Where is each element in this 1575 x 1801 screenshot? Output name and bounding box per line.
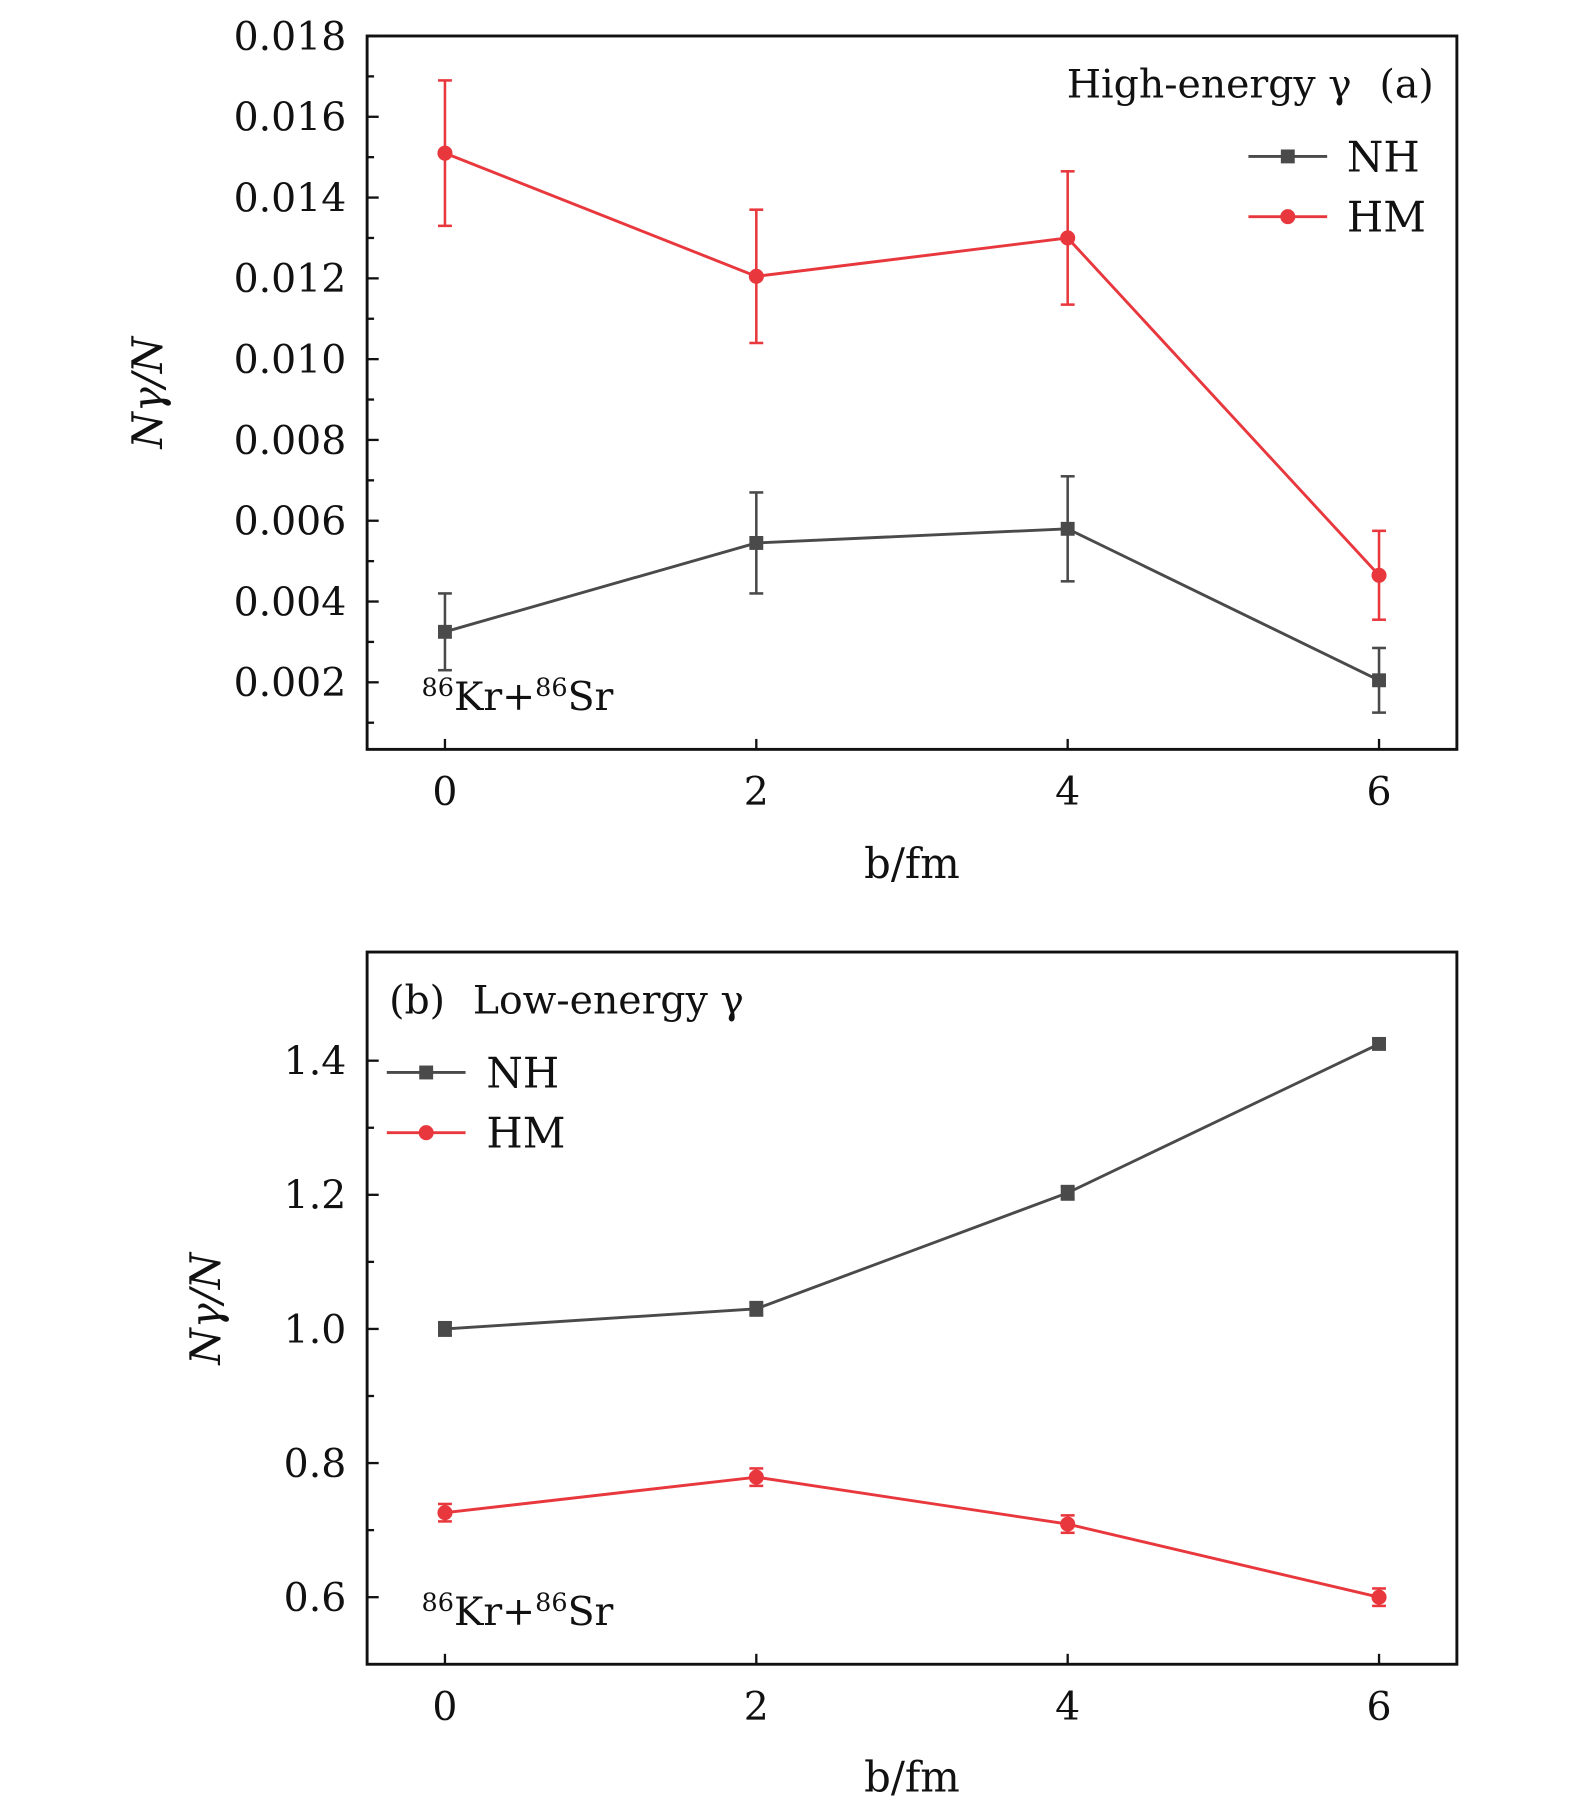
legend-label: HM <box>1347 193 1426 242</box>
y-tick-label: 0.010 <box>234 337 347 383</box>
data-point-NH <box>438 624 452 639</box>
panel-title: (b) Low-energy γ <box>389 977 744 1023</box>
series-line-HM <box>444 1475 1380 1599</box>
data-point-HM <box>1060 230 1076 246</box>
y-tick-label: 0.014 <box>234 175 347 221</box>
panel-label: (b) <box>389 977 445 1023</box>
data-point-HM <box>437 145 453 161</box>
legend-marker <box>1280 209 1296 225</box>
chart-panel-a: 0 2 4 6 0.002 0.004 0.006 0.008 0.010 0.012 0.014 0… <box>123 14 1459 888</box>
series-line-NH <box>444 527 1380 682</box>
x-tick-label: 4 <box>1055 769 1080 815</box>
legend-marker <box>418 1125 434 1141</box>
panel-title: High-energy γ (a) <box>1067 61 1434 107</box>
data-point-NH <box>1372 673 1386 688</box>
reaction-annotation: 86Kr+86Sr <box>422 673 614 720</box>
legend-item-NH: NH <box>386 1049 559 1098</box>
y-tick-label: 0.004 <box>234 579 347 625</box>
series-NH <box>438 475 1386 714</box>
x-axis-label: b/fm <box>864 839 960 888</box>
y-tick-label: 0.006 <box>234 499 347 545</box>
x-axis-label: b/fm <box>864 1753 960 1801</box>
data-point-NH <box>438 1321 452 1336</box>
x-tick-label: 6 <box>1367 1684 1392 1730</box>
x-tick-label: 2 <box>744 1684 769 1730</box>
legend-label: HM <box>486 1109 565 1158</box>
series-HM <box>437 79 1387 621</box>
plot-frame <box>365 34 1459 751</box>
x-tick-label: 4 <box>1055 1684 1080 1730</box>
panel-label: (a) <box>1380 61 1434 107</box>
y-tick-label: 0.002 <box>234 660 347 706</box>
data-point-HM <box>748 1469 764 1485</box>
y-tick-label: 1.2 <box>284 1173 347 1219</box>
series-line-NH <box>444 1042 1380 1331</box>
legend-label: NH <box>486 1049 559 1098</box>
data-point-HM <box>1060 1516 1076 1532</box>
x-tick-label: 2 <box>744 769 769 815</box>
data-point-NH <box>749 1301 764 1316</box>
data-point-NH <box>1060 1185 1075 1200</box>
legend-marker <box>1280 149 1295 164</box>
data-point-NH <box>749 536 764 550</box>
series-HM <box>437 1467 1387 1608</box>
title-text: Low-energy γ <box>473 977 744 1023</box>
data-point-HM <box>748 268 764 284</box>
x-tick-label: 0 <box>432 769 457 815</box>
y-tick-label: 0.016 <box>234 95 347 141</box>
reaction-annotation: 86Kr+86Sr <box>422 1588 614 1635</box>
data-point-HM <box>1371 1589 1387 1605</box>
y-tick-label: 0.012 <box>234 256 347 302</box>
y-tick-label: 0.6 <box>284 1575 347 1621</box>
title-text: High-energy γ <box>1067 61 1352 107</box>
y-axis-label: Nγ/N <box>123 335 172 449</box>
y-axis-label: Nγ/N <box>181 1251 230 1365</box>
series-NH <box>438 1036 1386 1337</box>
y-tick-label: 1.0 <box>284 1307 347 1353</box>
y-tick-label: 0.8 <box>284 1441 347 1487</box>
series-line-HM <box>444 151 1381 577</box>
legend-item-NH: NH <box>1248 132 1420 181</box>
y-tick-label: 1.4 <box>284 1039 347 1085</box>
data-point-HM <box>1371 567 1387 583</box>
plot-frame <box>365 950 1459 1666</box>
x-tick-label: 0 <box>432 1684 457 1730</box>
data-point-NH <box>1372 1036 1386 1051</box>
y-tick-label: 0.008 <box>234 418 347 464</box>
legend-marker <box>419 1065 434 1080</box>
chart-panel-b: 0 2 4 6 0.6 0.8 1.0 1.2 1.4 b/fm Nγ/N (b) Low-energy… <box>181 950 1459 1801</box>
legend-item-HM: HM <box>386 1109 565 1158</box>
data-point-HM <box>437 1505 453 1521</box>
legend-label: NH <box>1347 132 1420 181</box>
data-point-NH <box>1060 521 1075 536</box>
y-tick-label: 0.018 <box>234 14 347 60</box>
legend-item-HM: HM <box>1248 193 1426 242</box>
x-tick-label: 6 <box>1367 769 1392 815</box>
